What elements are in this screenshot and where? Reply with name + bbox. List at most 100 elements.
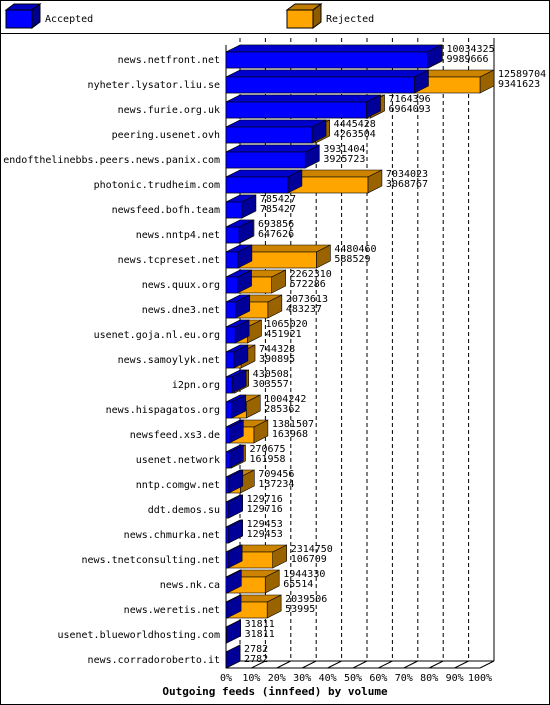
y-tick-label: news.chmurka.net	[124, 530, 220, 541]
x-tick-label: 30%	[293, 673, 311, 684]
y-tick-label: i2pn.org	[172, 380, 220, 391]
y-tick-label: news.nk.ca	[160, 580, 220, 591]
legend-label: Rejected	[326, 14, 374, 25]
legend-label: Accepted	[45, 14, 93, 25]
bar	[225, 551, 229, 569]
bar	[225, 151, 306, 169]
value-label: 2782	[244, 644, 268, 655]
bar	[225, 626, 227, 644]
value-label: 2039506	[285, 594, 327, 605]
legend-swatch	[286, 9, 314, 29]
value-label: 2073613	[286, 294, 328, 305]
value-label: 7164396	[389, 94, 431, 105]
value-label: 4480460	[334, 244, 376, 255]
y-tick-label: news.nntp4.net	[136, 230, 220, 241]
value-label: 709456	[258, 469, 294, 480]
bar	[225, 601, 228, 619]
value-label: 1065020	[265, 319, 307, 330]
value-label: 1381507	[272, 419, 314, 430]
value-label: 7034023	[386, 169, 428, 180]
value-label: 693856	[258, 219, 294, 230]
value-label: 9989666	[446, 54, 488, 65]
y-tick-label: news.dne3.net	[142, 305, 220, 316]
value-label: 390895	[259, 354, 295, 365]
y-tick-label: news.furie.org.uk	[118, 105, 220, 116]
value-label: 9341623	[498, 79, 540, 90]
value-label: 65514	[283, 579, 313, 590]
x-tick-label: 60%	[369, 673, 387, 684]
bar-top	[225, 69, 429, 78]
y-tick-label: nntp.comgw.net	[136, 480, 220, 491]
value-label: 3925723	[323, 154, 365, 165]
value-label: 483237	[286, 304, 322, 315]
legend-swatch-side	[312, 3, 322, 29]
bar	[225, 526, 229, 544]
value-label: 106709	[291, 554, 327, 565]
value-label: 31811	[245, 619, 275, 630]
tick-mark	[276, 660, 292, 669]
x-tick-label: 50%	[344, 673, 362, 684]
bar	[225, 376, 233, 394]
value-label: 129453	[247, 519, 283, 530]
value-label: 2262310	[290, 269, 332, 280]
y-tick-label: news.tcpreset.net	[118, 255, 220, 266]
bar-top	[225, 44, 442, 53]
tick-mark	[428, 660, 444, 669]
bar	[225, 351, 235, 369]
bar	[225, 276, 238, 294]
value-label: 785427	[260, 194, 296, 205]
value-label: 744328	[259, 344, 295, 355]
y-tick-label: usenet.blueworldhosting.com	[57, 630, 220, 641]
y-tick-label: usenet.goja.nl.eu.org	[94, 330, 220, 341]
y-tick-label: news.netfront.net	[118, 55, 220, 66]
bar	[225, 576, 228, 594]
x-tick-label: 70%	[395, 673, 413, 684]
value-label: 137234	[258, 479, 294, 490]
y-tick-label: news.samoylyk.net	[118, 355, 220, 366]
y-tick-label: news.weretis.net	[124, 605, 220, 616]
value-label: 270675	[249, 444, 285, 455]
bar-top	[225, 119, 327, 128]
bar	[225, 76, 415, 94]
value-label: 31811	[245, 629, 275, 640]
tick-mark	[327, 660, 342, 669]
bar	[225, 451, 230, 469]
x-tick-label: 40%	[319, 673, 337, 684]
value-label: 303557	[253, 379, 289, 390]
value-label: 647626	[258, 229, 294, 240]
bar	[225, 476, 230, 494]
bar	[225, 501, 229, 519]
bar	[225, 251, 239, 269]
value-label: 3931404	[323, 144, 365, 155]
y-tick-label: news.quux.org	[142, 280, 220, 291]
tick-mark	[479, 660, 495, 669]
value-label: 10034325	[446, 44, 494, 55]
tick-mark	[378, 660, 393, 669]
y-tick-label: endofthelinebbs.peers.news.panix.com	[3, 155, 220, 166]
bar	[225, 326, 236, 344]
value-label: 285362	[264, 404, 300, 415]
value-label: 53995	[285, 604, 315, 615]
bar-top	[225, 94, 381, 103]
bar	[225, 126, 313, 144]
value-label: 1944330	[283, 569, 325, 580]
legend-swatch	[5, 9, 33, 29]
bar	[225, 301, 237, 319]
x-tick-label: 0%	[220, 673, 232, 684]
bar	[225, 226, 240, 244]
y-tick-label: usenet.network	[136, 455, 220, 466]
bar	[225, 176, 289, 194]
value-label: 161958	[249, 454, 285, 465]
tick-mark	[454, 660, 469, 669]
x-tick-label: 80%	[420, 673, 438, 684]
value-label: 12589704	[498, 69, 546, 80]
value-label: 3068767	[386, 179, 428, 190]
y-tick-label: ddt.demos.su	[148, 505, 220, 516]
bar	[225, 201, 243, 219]
value-label: 4263504	[334, 129, 376, 140]
bar	[225, 426, 230, 444]
y-tick-label: peering.usenet.ovh	[112, 130, 220, 141]
value-label: 2314750	[291, 544, 333, 555]
